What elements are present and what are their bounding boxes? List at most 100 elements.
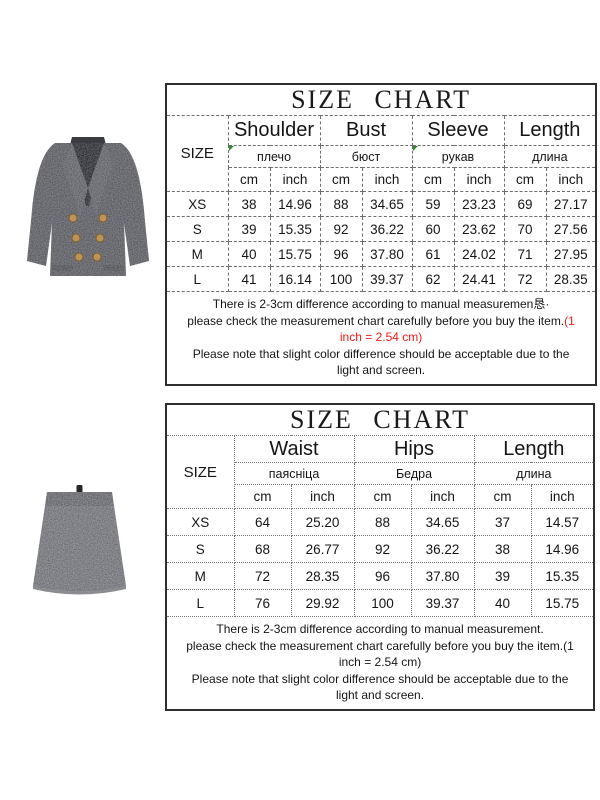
cell: 27.95 bbox=[545, 241, 597, 267]
cell: 23.23 bbox=[453, 191, 505, 217]
cell: 60 bbox=[411, 216, 455, 242]
ru-label: рукав bbox=[441, 149, 475, 164]
cell: 96 bbox=[353, 562, 412, 590]
cell: 40 bbox=[227, 241, 271, 267]
cell: 28.35 bbox=[290, 562, 355, 590]
col-header-sleeve: Sleeve bbox=[411, 115, 505, 146]
cell: 36.22 bbox=[410, 535, 475, 563]
table-row-l: L 76 29.92 100 39.37 40 15.75 bbox=[165, 589, 595, 617]
table-row-xs: XS 64 25.20 88 34.65 37 14.57 bbox=[165, 508, 595, 536]
unit-inch: inch bbox=[530, 484, 595, 509]
col-subheader-sleeve-ru: рукав bbox=[411, 145, 505, 168]
size-chart-table-jacket: SIZE CHART SIZE Shoulder Bust Sleeve Len… bbox=[165, 83, 598, 386]
col-subheader-shoulder-ru: плечо bbox=[227, 145, 321, 168]
chart-title: SIZE CHART bbox=[165, 403, 595, 436]
unit-inch: inch bbox=[290, 484, 355, 509]
note-line-2: please check the measurement chart caref… bbox=[186, 638, 574, 653]
cell: 39.37 bbox=[410, 589, 475, 617]
ru-label: бюст bbox=[351, 149, 381, 164]
note-line-4: Please note that slight color difference… bbox=[192, 346, 570, 361]
cell: 27.56 bbox=[545, 216, 597, 242]
cell: 37.80 bbox=[361, 241, 413, 267]
unit-cm: cm bbox=[411, 167, 455, 192]
cell: 15.75 bbox=[530, 589, 595, 617]
table-row-m: M 72 28.35 96 37.80 39 15.35 bbox=[165, 562, 595, 590]
cell: 15.35 bbox=[530, 562, 595, 590]
cell: 72 bbox=[233, 562, 292, 590]
cell: 38 bbox=[473, 535, 532, 563]
blazer-product-image bbox=[27, 137, 149, 276]
measurement-notes: There is 2-3cm difference according to m… bbox=[165, 616, 595, 710]
cell: 100 bbox=[353, 589, 412, 617]
unit-inch: inch bbox=[453, 167, 505, 192]
note-line-2: please check the measurement chart caref… bbox=[169, 313, 593, 330]
cell: 38 bbox=[227, 191, 271, 217]
cell: 39 bbox=[473, 562, 532, 590]
cell: 37 bbox=[473, 508, 532, 536]
table-row-m: M 40 15.75 96 37.80 61 24.02 71 27.95 bbox=[165, 241, 597, 267]
cell: 88 bbox=[319, 191, 363, 217]
cell: 24.02 bbox=[453, 241, 505, 267]
cell: 29.92 bbox=[290, 589, 355, 617]
unit-cm: cm bbox=[319, 167, 363, 192]
col-header-bust: Bust bbox=[319, 115, 413, 146]
table-row-l: L 41 16.14 100 39.37 62 24.41 72 28.35 bbox=[165, 266, 597, 292]
table-row-s: S 39 15.35 92 36.22 60 23.62 70 27.56 bbox=[165, 216, 597, 242]
cell: 37.80 bbox=[410, 562, 475, 590]
measurement-notes: There is 2-3cm difference according to m… bbox=[165, 291, 597, 385]
note-line-5: light and screen. bbox=[336, 688, 425, 702]
col-subheader-bust-ru: бюст bbox=[319, 145, 413, 168]
cell: 41 bbox=[227, 266, 271, 292]
cell: 62 bbox=[411, 266, 455, 292]
unit-cm: cm bbox=[233, 484, 292, 509]
table-row-s: S 68 26.77 92 36.22 38 14.96 bbox=[165, 535, 595, 563]
row-label: M bbox=[165, 562, 235, 590]
cell: 70 bbox=[503, 216, 547, 242]
cell: 71 bbox=[503, 241, 547, 267]
col-subheader-hips-ru: Бедра bbox=[353, 462, 475, 485]
cell: 76 bbox=[233, 589, 292, 617]
unit-cm: cm bbox=[353, 484, 412, 509]
cell: 14.57 bbox=[530, 508, 595, 536]
note-line-2-black: please check the measurement chart caref… bbox=[187, 313, 565, 328]
cell: 23.62 bbox=[453, 216, 505, 242]
note-line-2-red: (1 bbox=[564, 313, 575, 328]
note-line-1: There is 2-3cm difference according to m… bbox=[212, 297, 550, 311]
skirt-product-image bbox=[33, 485, 126, 595]
row-label: XS bbox=[165, 508, 235, 536]
cell: 68 bbox=[233, 535, 292, 563]
cell: 15.75 bbox=[269, 241, 321, 267]
cell: 24.41 bbox=[453, 266, 505, 292]
col-header-waist: Waist bbox=[233, 435, 355, 463]
cell: 39.37 bbox=[361, 266, 413, 292]
col-header-hips: Hips bbox=[353, 435, 475, 463]
ru-label: плечо bbox=[256, 149, 292, 164]
note-line-3: inch = 2.54 cm) bbox=[339, 330, 423, 344]
size-column-header: SIZE bbox=[165, 115, 229, 192]
cell: 26.77 bbox=[290, 535, 355, 563]
col-header-length: Length bbox=[503, 115, 597, 146]
cell: 92 bbox=[353, 535, 412, 563]
cell: 69 bbox=[503, 191, 547, 217]
note-line-5: light and screen. bbox=[337, 363, 426, 377]
note-line-3: inch = 2.54 cm) bbox=[338, 655, 422, 669]
size-column-header: SIZE bbox=[165, 435, 235, 509]
chart-title: SIZE CHART bbox=[165, 83, 597, 116]
row-label: L bbox=[165, 589, 235, 617]
col-header-shoulder: Shoulder bbox=[227, 115, 321, 146]
col-header-length: Length bbox=[473, 435, 595, 463]
cell: 100 bbox=[319, 266, 363, 292]
cell: 88 bbox=[353, 508, 412, 536]
unit-cm: cm bbox=[473, 484, 532, 509]
col-subheader-waist-ru: паясніца bbox=[233, 462, 355, 485]
blazer-gold-buttons bbox=[68, 213, 108, 262]
blazer-body bbox=[27, 137, 149, 276]
cell: 16.14 bbox=[269, 266, 321, 292]
row-label: L bbox=[165, 266, 229, 292]
unit-inch: inch bbox=[545, 167, 597, 192]
cell: 59 bbox=[411, 191, 455, 217]
unit-cm: cm bbox=[503, 167, 547, 192]
size-chart-table-skirt: SIZE CHART SIZE Waist Hips Length паясні… bbox=[165, 403, 596, 711]
cell: 14.96 bbox=[269, 191, 321, 217]
ru-label: длина bbox=[532, 149, 568, 164]
